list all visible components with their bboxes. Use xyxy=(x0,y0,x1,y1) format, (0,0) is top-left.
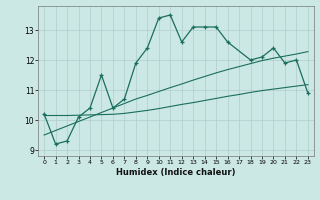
X-axis label: Humidex (Indice chaleur): Humidex (Indice chaleur) xyxy=(116,168,236,177)
